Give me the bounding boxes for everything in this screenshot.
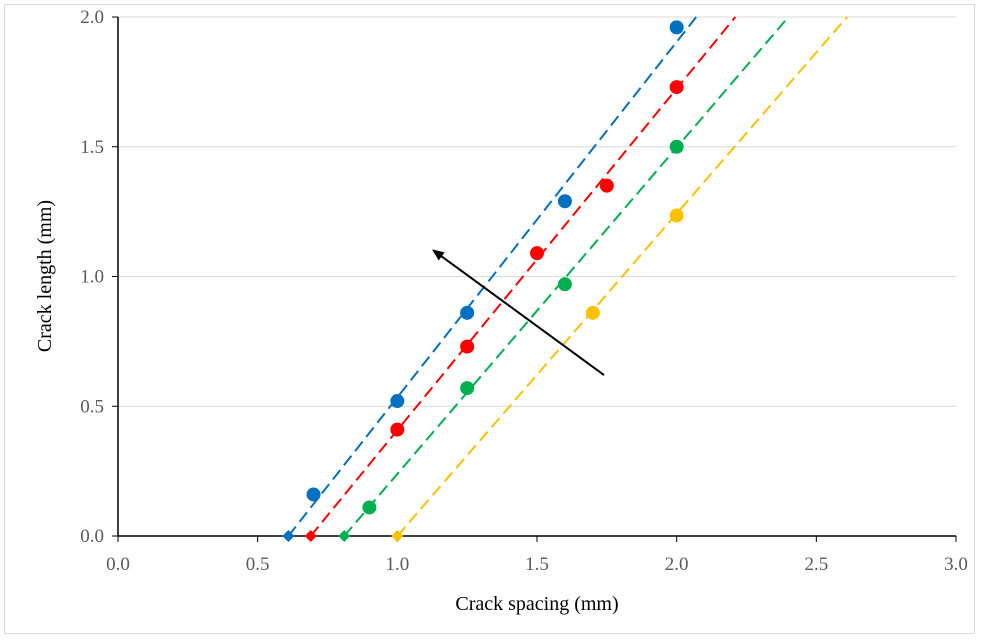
data-point-series-1 — [390, 394, 405, 409]
y-tick-label: 0.0 — [80, 526, 104, 547]
x-tick-label: 2.5 — [804, 554, 828, 575]
trend-arrow — [432, 249, 605, 376]
x-tick-label: 0.5 — [246, 554, 270, 575]
y-tick-label: 2.0 — [80, 7, 104, 28]
data-point-series-1 — [460, 305, 475, 320]
data-point-series-4 — [585, 305, 600, 320]
x-tick-label: 1.5 — [525, 554, 549, 575]
data-point-series-2 — [599, 178, 614, 193]
data-point-series-2 — [669, 80, 684, 95]
data-point-series-3 — [362, 500, 377, 515]
data-point-series-3 — [669, 139, 684, 154]
data-point-series-3 — [460, 381, 475, 396]
intercept-marker-series-2 — [304, 530, 317, 542]
trendline-series-1 — [287, 16, 698, 537]
x-tick-label: 1.0 — [385, 554, 409, 575]
data-point-series-1 — [557, 194, 572, 209]
data-point-series-1 — [306, 487, 321, 502]
trendline-series-3 — [343, 16, 790, 537]
x-tick-label: 2.0 — [665, 554, 689, 575]
y-tick-label: 0.5 — [80, 396, 104, 417]
data-point-series-3 — [557, 277, 572, 292]
data-point-series-4 — [669, 208, 684, 223]
data-point-series-2 — [460, 339, 475, 354]
y-axis-title: Crack length (mm) — [34, 200, 56, 352]
x-tick-label: 3.0 — [944, 554, 968, 575]
x-axis-title: Crack spacing (mm) — [455, 593, 618, 615]
data-point-series-2 — [390, 422, 405, 437]
y-tick-label: 1.5 — [80, 137, 104, 158]
intercept-marker-series-3 — [338, 530, 351, 542]
data-point-series-1 — [669, 20, 684, 35]
data-point-series-2 — [530, 246, 544, 261]
trendline-series-4 — [396, 16, 848, 537]
trendline-series-2 — [309, 16, 737, 537]
intercept-marker-series-1 — [282, 530, 295, 542]
x-tick-label: 0.0 — [106, 554, 130, 575]
y-tick-label: 1.0 — [80, 267, 104, 288]
intercept-marker-series-4 — [391, 530, 404, 542]
